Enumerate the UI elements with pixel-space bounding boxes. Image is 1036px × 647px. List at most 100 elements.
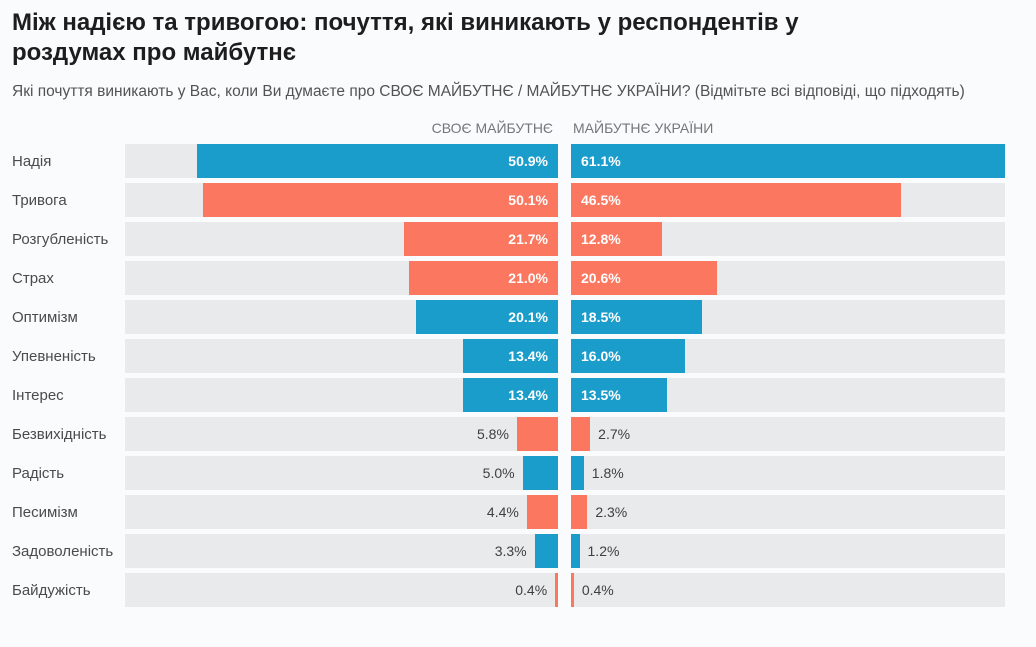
bar-ukraine-future: [571, 495, 588, 529]
bar-track-ukraine-future: 46.5%: [571, 183, 1005, 217]
value-label-own-future: 0.4%: [515, 582, 548, 598]
bar-ukraine-future: [571, 222, 662, 256]
bar-own-future: [463, 378, 558, 412]
bar-track-own-future: 5.8%: [125, 417, 558, 451]
bar-own-future: [516, 417, 558, 451]
bar-own-future: [197, 144, 558, 178]
bar-track-own-future: 21.7%: [125, 222, 558, 256]
value-label-ukraine-future: 16.0%: [581, 348, 621, 364]
chart-row: Тривога 50.1% 46.5%: [12, 183, 1036, 217]
value-label-own-future: 21.7%: [508, 231, 548, 247]
bar-ukraine-future: [571, 456, 584, 490]
bar-own-future: [555, 573, 558, 607]
bar-own-future: [404, 222, 558, 256]
category-label: Песимізм: [12, 503, 78, 521]
bar-own-future: [409, 261, 558, 295]
chart-subtitle: Які почуття виникають у Вас, коли Ви дум…: [12, 83, 965, 100]
category-label: Розгубленість: [12, 230, 109, 248]
chart-title: Між надією та тривогою: почуття, які вин…: [12, 9, 799, 66]
value-label-ukraine-future: 61.1%: [581, 153, 621, 169]
bar-track-own-future: 20.1%: [125, 300, 558, 334]
bar-own-future: [202, 183, 558, 217]
bar-own-future: [534, 534, 558, 568]
bar-ukraine-future: [571, 144, 1005, 178]
bar-track-ukraine-future: 12.8%: [571, 222, 1005, 256]
bar-ukraine-future: [571, 300, 703, 334]
bar-track-ukraine-future: 20.6%: [571, 261, 1005, 295]
value-label-own-future: 13.4%: [508, 387, 548, 403]
bar-track-own-future: 5.0%: [125, 456, 558, 490]
value-label-own-future: 3.3%: [494, 543, 527, 559]
chart-row: Надія 50.9% 61.1%: [12, 144, 1036, 178]
value-label-ukraine-future: 1.2%: [587, 543, 620, 559]
bar-own-future: [463, 339, 558, 373]
bar-ukraine-future: [571, 339, 685, 373]
bar-ukraine-future: [571, 378, 667, 412]
bar-track-own-future: 4.4%: [125, 495, 558, 529]
value-label-own-future: 50.9%: [508, 153, 548, 169]
category-label: Безвихідність: [12, 425, 107, 443]
bar-ukraine-future: [571, 573, 574, 607]
value-label-ukraine-future: 12.8%: [581, 231, 621, 247]
category-label: Задоволеність: [12, 542, 114, 560]
category-label: Надія: [12, 152, 52, 170]
bar-track-ukraine-future: 1.8%: [571, 456, 1005, 490]
value-label-own-future: 20.1%: [508, 309, 548, 325]
value-label-own-future: 13.4%: [508, 348, 548, 364]
chart: СВОЄ МАЙБУТНЄ МАЙБУТНЄ УКРАЇНИ Надія 50.9…: [12, 119, 1036, 607]
chart-row: Розгубленість 21.7% 12.8%: [12, 222, 1036, 256]
category-label: Тривога: [12, 191, 67, 209]
bar-own-future: [522, 456, 558, 490]
value-label-ukraine-future: 18.5%: [581, 309, 621, 325]
bar-track-own-future: 13.4%: [125, 378, 558, 412]
bar-track-own-future: 0.4%: [125, 573, 558, 607]
bar-track-own-future: 3.3%: [125, 534, 558, 568]
category-label: Інтерес: [12, 386, 64, 404]
chart-rows: Надія 50.9% 61.1% Тривога 50.1% 46.5% Розгубле…: [12, 144, 1036, 607]
value-label-own-future: 4.4%: [486, 504, 519, 520]
chart-row: Задоволеність 3.3% 1.2%: [12, 534, 1036, 568]
bar-own-future: [415, 300, 558, 334]
value-label-ukraine-future: 20.6%: [581, 270, 621, 286]
chart-row: Безвихідність 5.8% 2.7%: [12, 417, 1036, 451]
category-label: Радість: [12, 464, 65, 482]
chart-row: Упевненість 13.4% 16.0%: [12, 339, 1036, 373]
bar-ukraine-future: [571, 261, 718, 295]
value-label-own-future: 5.0%: [482, 465, 515, 481]
value-label-ukraine-future: 2.7%: [598, 426, 631, 442]
bar-track-own-future: 50.9%: [125, 144, 558, 178]
bar-track-ukraine-future: 16.0%: [571, 339, 1005, 373]
category-label: Упевненість: [12, 347, 96, 365]
bar-track-ukraine-future: 2.7%: [571, 417, 1005, 451]
chart-row: Інтерес 13.4% 13.5%: [12, 378, 1036, 412]
bar-track-ukraine-future: 13.5%: [571, 378, 1005, 412]
bar-track-ukraine-future: 2.3%: [571, 495, 1005, 529]
bar-ukraine-future: [571, 417, 591, 451]
value-label-ukraine-future: 0.4%: [581, 582, 614, 598]
column-header-own-future: СВОЄ МАЙБУТНЄ: [431, 120, 553, 136]
bar-track-ukraine-future: 61.1%: [571, 144, 1005, 178]
bar-track-ukraine-future: 18.5%: [571, 300, 1005, 334]
chart-row: Байдужість 0.4% 0.4%: [12, 573, 1036, 607]
chart-row: Оптимізм 20.1% 18.5%: [12, 300, 1036, 334]
column-header-ukraine-future: МАЙБУТНЄ УКРАЇНИ: [573, 120, 714, 136]
bar-ukraine-future: [571, 534, 580, 568]
bar-track-own-future: 50.1%: [125, 183, 558, 217]
bar-own-future: [526, 495, 558, 529]
bar-track-own-future: 21.0%: [125, 261, 558, 295]
value-label-ukraine-future: 1.8%: [591, 465, 624, 481]
value-label-own-future: 50.1%: [508, 192, 548, 208]
value-label-own-future: 21.0%: [508, 270, 548, 286]
category-label: Оптимізм: [12, 308, 78, 326]
bar-track-ukraine-future: 0.4%: [571, 573, 1005, 607]
value-label-own-future: 5.8%: [476, 426, 509, 442]
value-label-ukraine-future: 2.3%: [595, 504, 628, 520]
bar-track-own-future: 13.4%: [125, 339, 558, 373]
value-label-ukraine-future: 46.5%: [581, 192, 621, 208]
value-label-ukraine-future: 13.5%: [581, 387, 621, 403]
category-label: Страх: [12, 269, 54, 287]
column-headers: СВОЄ МАЙБУТНЄ МАЙБУТНЄ УКРАЇНИ: [12, 119, 1036, 136]
chart-row: Страх 21.0% 20.6%: [12, 261, 1036, 295]
chart-row: Песимізм 4.4% 2.3%: [12, 495, 1036, 529]
bar-ukraine-future: [571, 183, 902, 217]
